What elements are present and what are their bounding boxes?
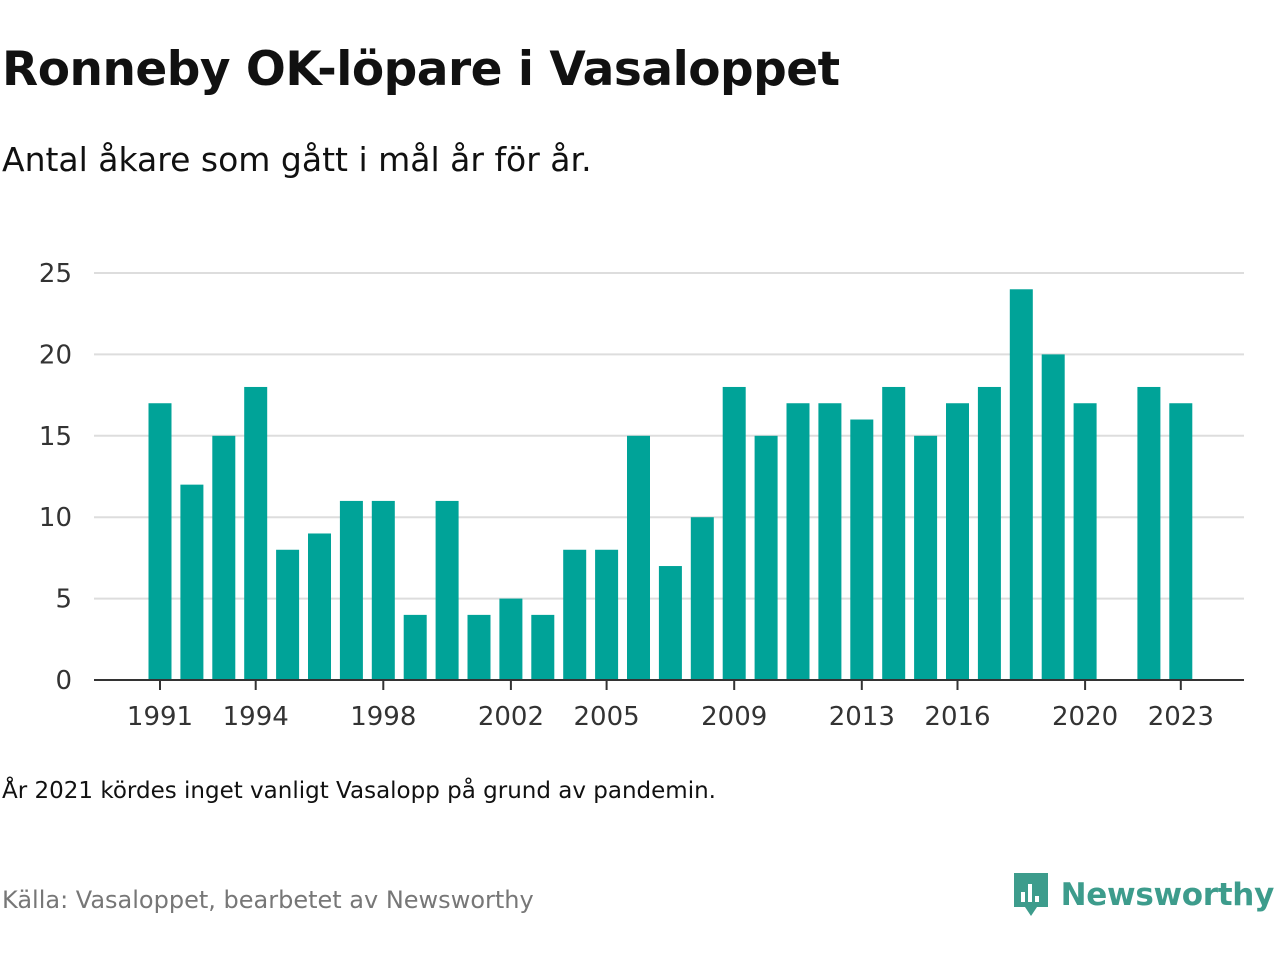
bar <box>212 435 236 680</box>
x-tick-label: 1998 <box>350 702 416 732</box>
bar <box>977 386 1001 680</box>
bar <box>627 435 650 680</box>
bar <box>722 386 746 680</box>
y-tick-label: 10 <box>39 503 72 533</box>
chart-note: År 2021 kördes inget vanligt Vasalopp på… <box>2 778 716 804</box>
y-tick-label: 0 <box>55 666 72 696</box>
y-tick-label: 25 <box>39 259 72 289</box>
bar <box>1137 386 1161 680</box>
bar <box>563 549 587 680</box>
brand-name: Newsworthy <box>1060 877 1275 913</box>
bar <box>531 614 555 680</box>
chart-subtitle: Antal åkare som gått i mål år för år. <box>2 140 592 179</box>
y-tick-label: 15 <box>39 422 72 452</box>
bar <box>403 614 427 680</box>
bar <box>595 549 619 680</box>
bar <box>658 566 682 680</box>
chart-title: Ronneby OK-löpare i Vasaloppet <box>2 42 840 97</box>
bar <box>818 403 842 680</box>
bar <box>690 517 714 680</box>
bar <box>1009 289 1033 680</box>
bar <box>850 419 874 680</box>
bar <box>276 549 300 680</box>
bar <box>946 403 969 680</box>
x-tick-label: 2009 <box>701 702 767 732</box>
bar <box>754 435 778 680</box>
bar <box>339 500 363 680</box>
bar <box>371 500 395 680</box>
bar <box>1073 403 1097 680</box>
brand-logo: Newsworthy <box>1011 870 1274 920</box>
bar <box>914 435 938 680</box>
bar-chart: 0 5 10 15 20 25 1991 1994 1998 2002 2005 2009 2013 20… <box>39 259 1244 732</box>
x-tick-label: 2023 <box>1148 702 1214 732</box>
bar <box>467 614 491 680</box>
bar <box>148 403 172 680</box>
bar <box>308 533 331 680</box>
x-tick-label: 2013 <box>829 702 895 732</box>
bar <box>1169 403 1193 680</box>
bar <box>180 484 204 680</box>
x-tick-label: 2020 <box>1052 702 1118 732</box>
bar <box>435 500 459 680</box>
bar <box>499 598 523 680</box>
bar <box>244 386 268 680</box>
x-tick-label: 2005 <box>574 702 640 732</box>
source-credit: Källa: Vasaloppet, bearbetet av Newswort… <box>2 886 534 914</box>
y-tick-label: 20 <box>39 340 72 370</box>
y-tick-label: 5 <box>55 585 72 615</box>
x-tick-label: 2016 <box>924 702 990 732</box>
bar <box>882 386 906 680</box>
bar <box>786 403 810 680</box>
bar <box>1041 354 1065 680</box>
x-tick-label: 1994 <box>223 702 289 732</box>
x-tick-label: 1991 <box>127 702 193 732</box>
bar-chart-speech-bubble-icon <box>1013 873 1048 916</box>
x-tick-label: 2002 <box>478 702 544 732</box>
